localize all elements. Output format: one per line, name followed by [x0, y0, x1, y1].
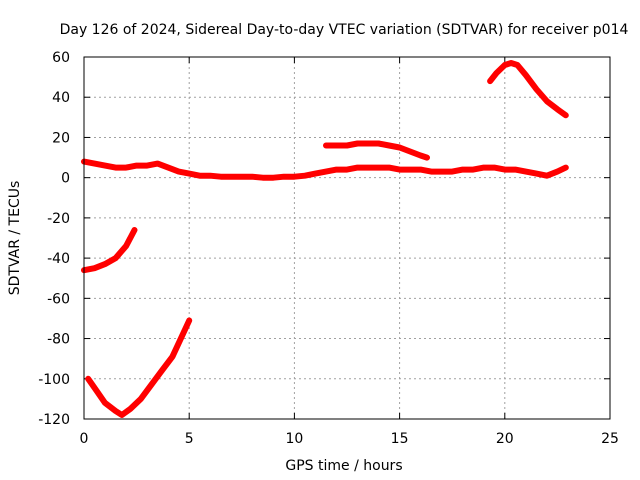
series-group: [81, 60, 569, 418]
grid: [84, 57, 610, 419]
x-tick-label: 15: [391, 431, 409, 447]
y-tick-label: -40: [47, 251, 70, 267]
y-tick-label: -100: [38, 372, 70, 388]
y-tick-label: 40: [52, 90, 70, 106]
series-arc-5: [85, 317, 193, 418]
series-arc-3: [487, 60, 569, 119]
x-tick-label: 10: [285, 431, 303, 447]
y-tick-label: -20: [47, 211, 70, 227]
y-tick-label: -60: [47, 291, 70, 307]
series-arc-2: [323, 140, 430, 161]
y-tick-label: 0: [61, 171, 70, 187]
x-tick-label: 0: [80, 431, 89, 447]
x-tick-label: 20: [496, 431, 514, 447]
axis-ticks: 0 5 10 15 20 25 60 40 20 0 -20 -40 -60 -80 -100 -120: [38, 50, 619, 447]
series-arc-4: [81, 227, 138, 274]
plot-frame: [83, 56, 611, 420]
series-arc-1: [81, 158, 569, 181]
x-tick-label: 25: [601, 431, 619, 447]
x-tick-label: 5: [185, 431, 194, 447]
y-axis-label: SDTVAR / TECUs: [7, 181, 23, 296]
y-tick-label: -80: [47, 332, 70, 348]
y-tick-label: 20: [52, 130, 70, 146]
y-tick-label: 60: [52, 50, 70, 66]
chart-title: Day 126 of 2024, Sidereal Day-to-day VTE…: [60, 22, 629, 38]
y-tick-label: -120: [38, 412, 70, 428]
x-axis-label: GPS time / hours: [285, 458, 402, 474]
